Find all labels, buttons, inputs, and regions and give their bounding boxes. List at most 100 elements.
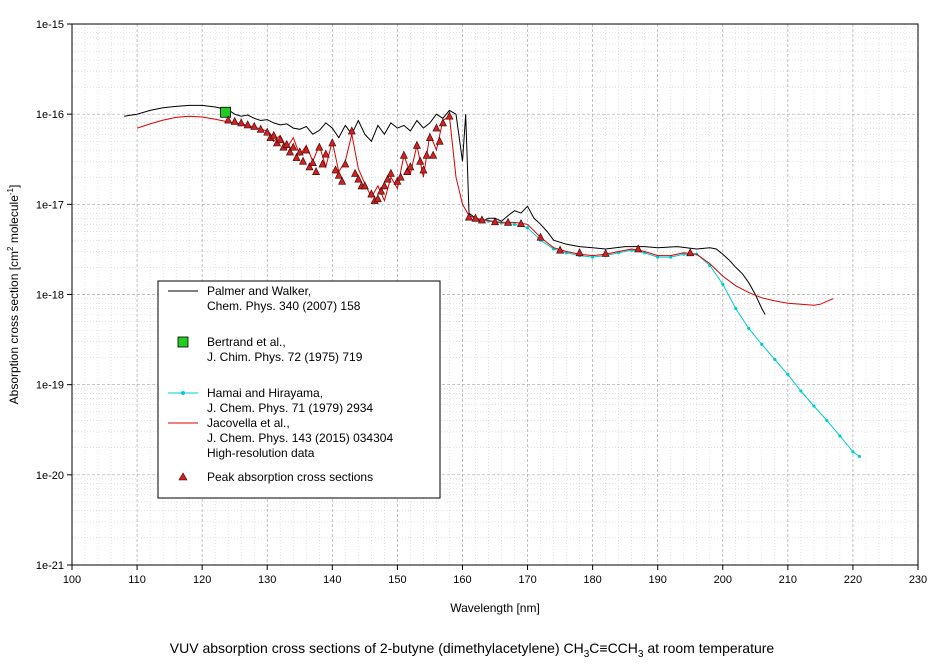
peak-marker — [634, 244, 643, 253]
peak-marker — [377, 186, 386, 195]
peak-marker — [331, 165, 340, 174]
peak-marker — [383, 174, 392, 183]
peak-marker — [422, 150, 431, 159]
peak-marker — [471, 213, 480, 222]
y-axis-label: Absorption cross section [cm2 molecule-1… — [6, 185, 21, 405]
square-marker — [220, 106, 231, 118]
marker-layer — [220, 106, 695, 257]
peak-marker — [286, 147, 294, 156]
x-tick-label: 200 — [714, 574, 732, 586]
y-tick-label: 1e-16 — [36, 109, 64, 121]
peak-marker — [425, 132, 434, 141]
caption-sub-1: 3 — [583, 648, 590, 660]
legend-dot-swatch — [181, 391, 185, 395]
peak-marker — [380, 181, 389, 190]
peak-marker — [556, 245, 565, 254]
series-point — [525, 226, 530, 230]
peak-marker — [338, 176, 347, 185]
peak-marker — [289, 142, 298, 151]
series-point — [734, 306, 738, 311]
peak-marker — [491, 217, 499, 226]
legend-entry-text: Palmer and Walker, — [207, 284, 311, 298]
peak-marker — [305, 162, 314, 171]
peak-marker — [224, 115, 233, 124]
peak-marker — [601, 248, 610, 257]
peak-marker — [351, 168, 360, 177]
y-axis-ticks: 1e-21 1e-20 1e-19 1e-18 1e-17 1e-16 1e-15 — [36, 19, 72, 572]
peak-marker — [308, 157, 317, 166]
peak-marker — [403, 167, 412, 176]
x-tick-label: 190 — [649, 574, 667, 586]
peak-marker — [243, 120, 252, 129]
legend-entry-text: Hamai and Hirayama, — [207, 386, 323, 400]
peak-marker — [328, 138, 337, 147]
legend-triangle-swatch — [178, 472, 188, 481]
caption-part-1: VUV absorption cross sections of 2-butyn… — [169, 640, 584, 656]
legend-entry-text: Chem. Phys. 340 (2007) 158 — [207, 299, 361, 313]
peak-marker — [312, 167, 321, 176]
peak-marker — [419, 165, 428, 174]
series-line-0 — [124, 104, 766, 315]
series-point — [838, 434, 842, 438]
y-tick-label: 1e-20 — [36, 470, 64, 482]
series-point — [591, 255, 595, 259]
peak-marker — [386, 168, 395, 177]
x-tick-label: 100 — [63, 574, 81, 586]
peak-marker — [315, 142, 324, 151]
peak-marker — [686, 248, 695, 257]
y-tick-label: 1e-18 — [36, 290, 64, 302]
legend-entry-text: J. Chem. Phys. 71 (1979) 2934 — [207, 401, 373, 415]
x-tick-label: 130 — [258, 574, 276, 586]
x-tick-label: 170 — [518, 574, 536, 586]
series-point — [851, 450, 855, 454]
x-tick-label: 110 — [128, 574, 146, 586]
y-tick-label: 1e-19 — [36, 380, 64, 392]
peak-marker — [393, 176, 402, 185]
peak-marker — [396, 172, 405, 181]
series-point — [747, 326, 751, 331]
peak-marker — [432, 123, 441, 132]
peak-marker — [341, 159, 350, 168]
x-tick-label: 120 — [193, 574, 211, 586]
series-point — [760, 342, 764, 346]
peak-marker — [399, 150, 408, 159]
peak-marker — [237, 118, 246, 127]
peak-marker — [318, 159, 327, 168]
x-tick-label: 230 — [909, 574, 927, 586]
ylabel-part-3: ] — [7, 185, 21, 188]
ylabel-part-1: Absorption cross section [cm — [7, 251, 21, 404]
peak-marker — [536, 232, 545, 241]
legend-entry-text: J. Chem. Phys. 143 (2015) 034304 — [207, 431, 393, 445]
series-point — [721, 282, 725, 286]
caption-part-2: C≡CCH — [589, 640, 638, 656]
peak-marker — [347, 126, 356, 135]
peak-marker — [429, 150, 438, 159]
legend-box — [157, 280, 441, 499]
legend-entry-text: Peak absorption cross sections — [207, 470, 373, 484]
peak-marker — [276, 135, 285, 144]
series-point — [786, 372, 790, 376]
peak-marker — [367, 189, 376, 198]
x-tick-label: 180 — [583, 574, 601, 586]
peak-marker — [263, 127, 272, 136]
series-point — [656, 255, 660, 259]
caption-sub-2: 3 — [637, 648, 644, 660]
legend-entry-text: J. Chim. Phys. 72 (1975) 719 — [207, 350, 363, 364]
peak-marker — [334, 170, 343, 179]
peak-marker — [412, 140, 421, 149]
y-tick-label: 1e-21 — [36, 560, 64, 572]
peak-marker — [282, 139, 291, 148]
peak-marker — [250, 121, 259, 130]
caption-part-3: at room temperature — [643, 640, 775, 656]
series-point — [857, 454, 862, 459]
peak-marker — [416, 156, 425, 165]
peak-marker — [360, 181, 369, 190]
ylabel-sup-1: 2 — [6, 246, 15, 251]
legend: Palmer and Walker,Chem. Phys. 340 (2007)… — [157, 280, 441, 499]
series-point — [512, 222, 517, 226]
peak-marker — [295, 147, 304, 156]
series-point — [812, 404, 816, 408]
figure-caption: VUV absorption cross sections of 2-butyn… — [0, 640, 944, 660]
series-point — [825, 418, 829, 423]
series-point — [773, 357, 777, 362]
